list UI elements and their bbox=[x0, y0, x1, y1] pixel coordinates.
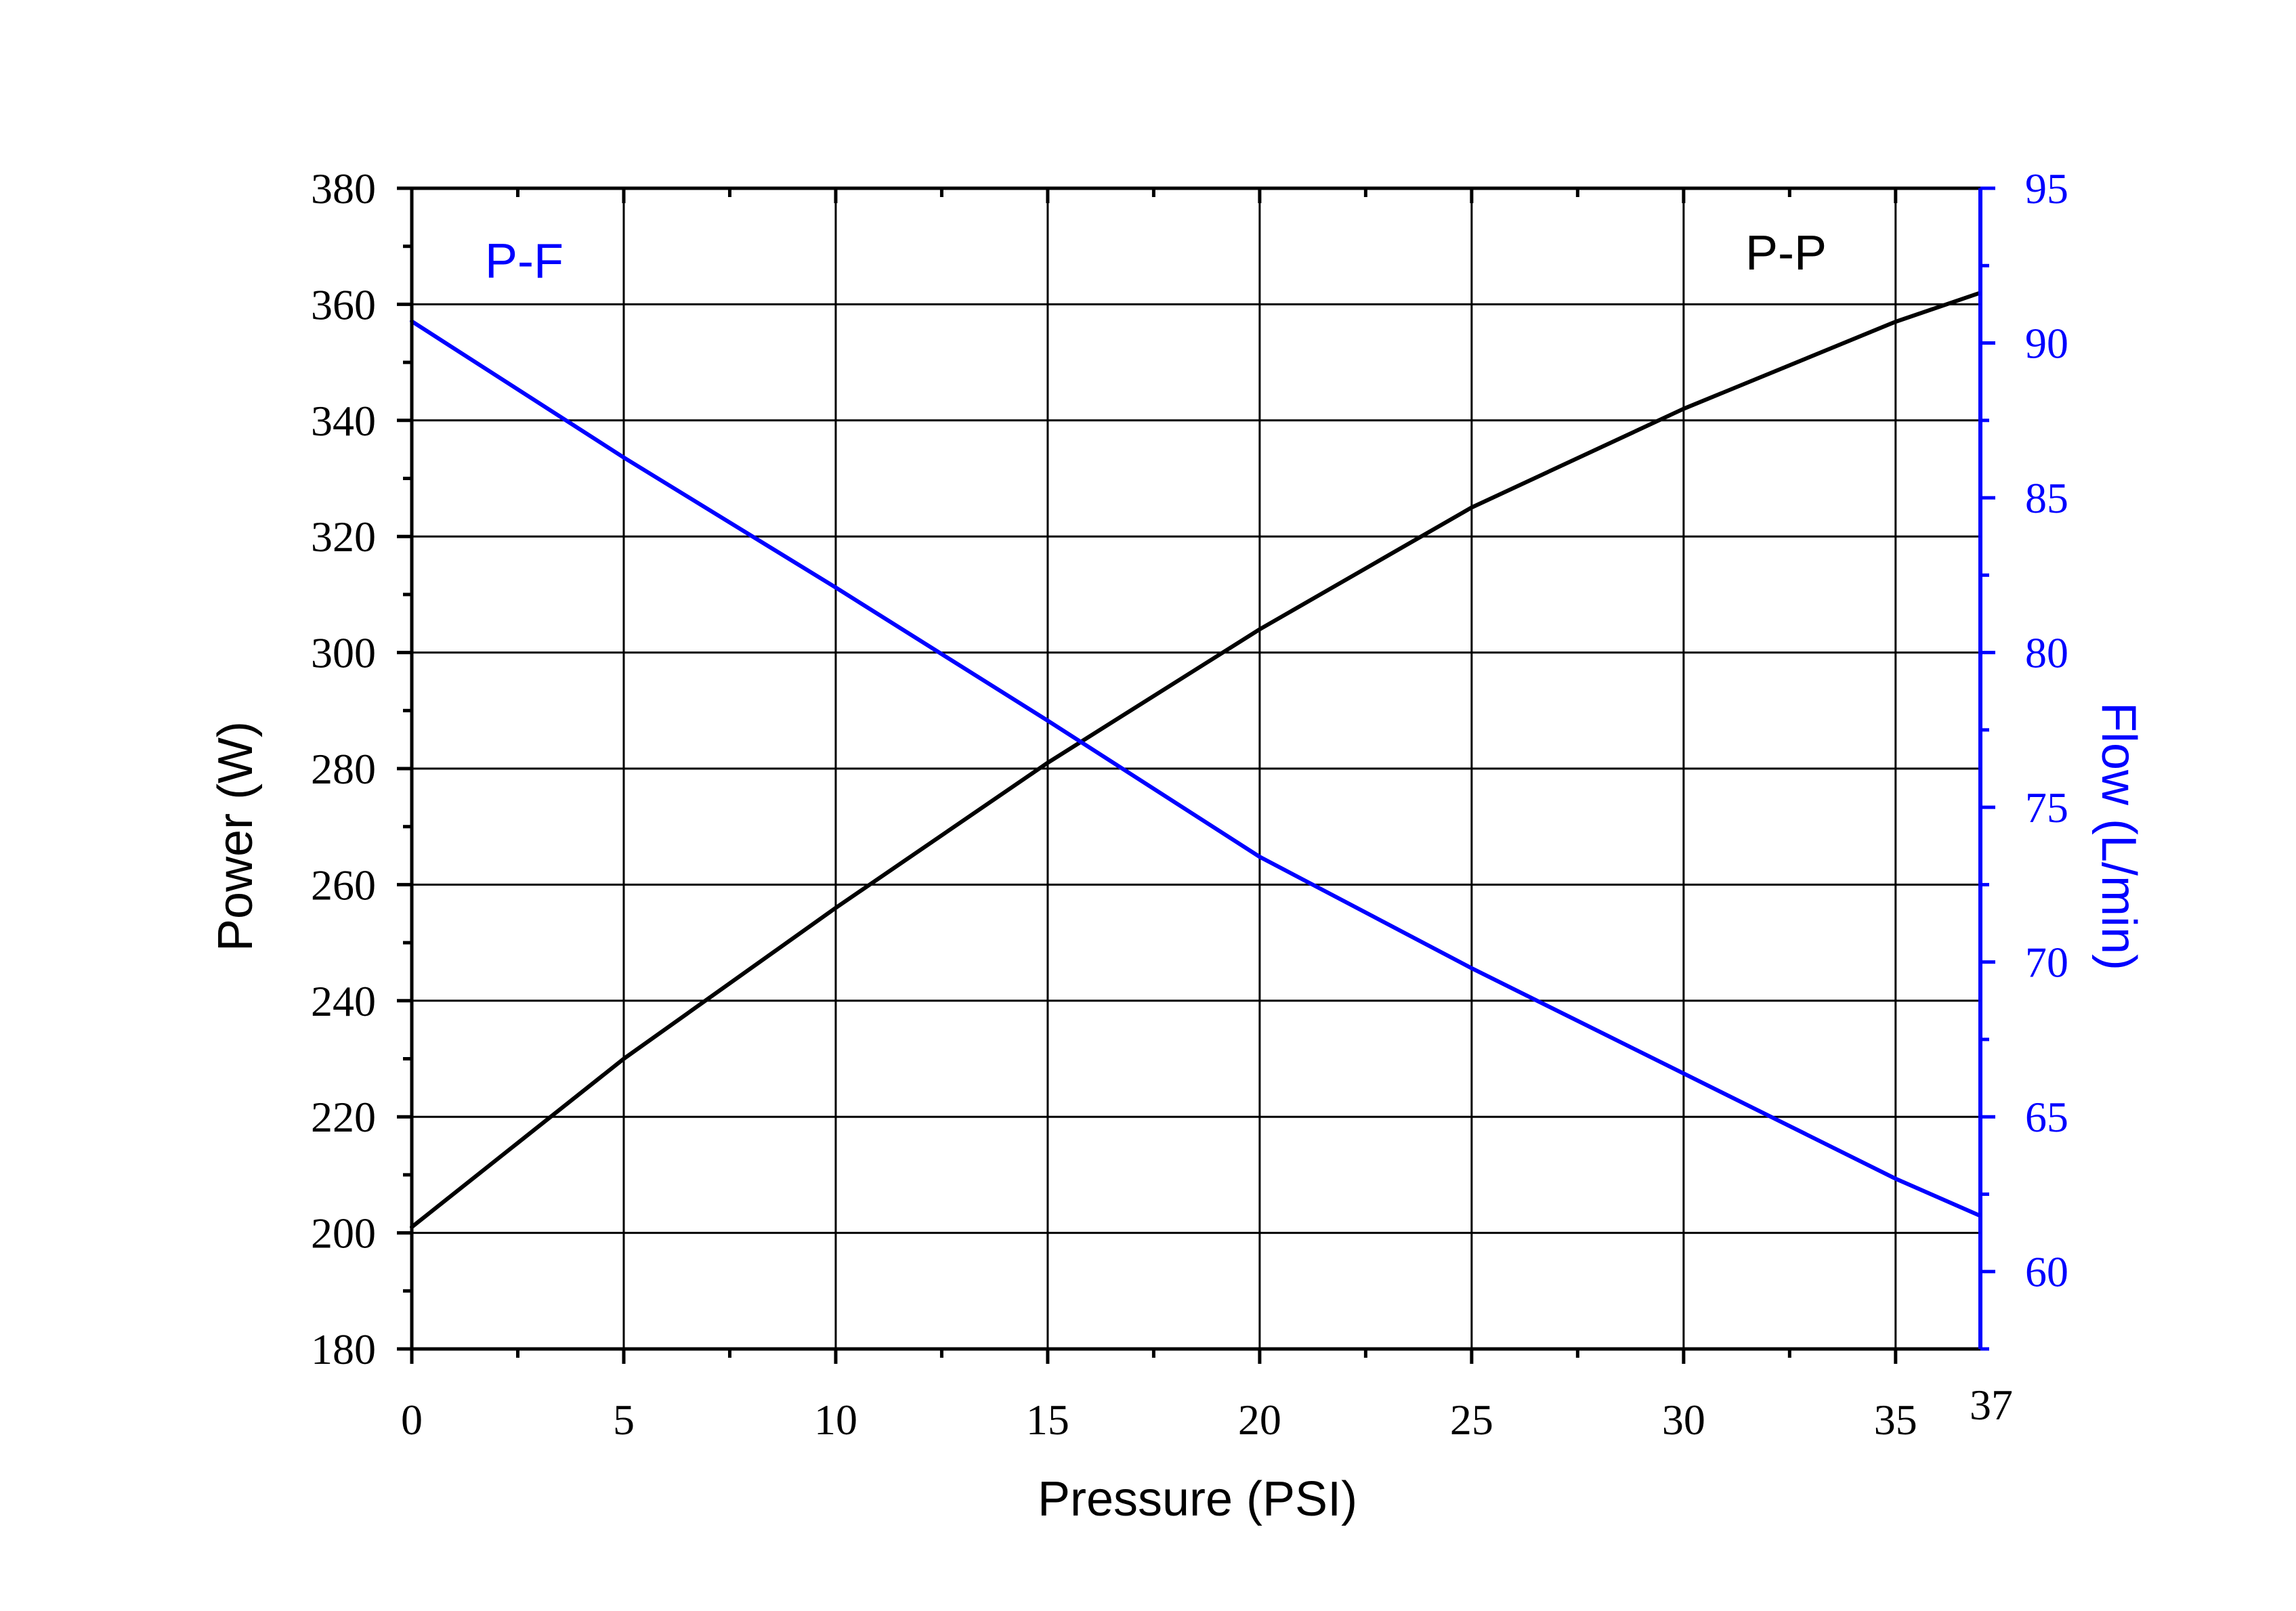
y-tick-label: 320 bbox=[311, 513, 376, 561]
x-tick-label: 25 bbox=[1450, 1396, 1493, 1444]
x-tick-label: 15 bbox=[1026, 1396, 1069, 1444]
series-lines bbox=[410, 291, 1982, 1229]
flow-series-line bbox=[410, 319, 1982, 1218]
right-y-axis-title: Flow (L/min) bbox=[2091, 702, 2146, 970]
y-tick-label: 200 bbox=[311, 1209, 376, 1258]
y-tick-label: 360 bbox=[311, 280, 376, 328]
y2-tick-label: 65 bbox=[2025, 1093, 2068, 1141]
y-tick-label: 260 bbox=[311, 861, 376, 909]
x-tick-label: 37 bbox=[1970, 1381, 2013, 1429]
flow-curve-label: P-F bbox=[485, 234, 564, 288]
y-tick-label: 220 bbox=[311, 1093, 376, 1141]
y2-tick-label: 60 bbox=[2025, 1248, 2068, 1296]
x-tick-label: 30 bbox=[1662, 1396, 1705, 1444]
power-curve-label: P-P bbox=[1745, 226, 1827, 280]
y-tick-label: 280 bbox=[311, 745, 376, 793]
x-tick-label: 5 bbox=[613, 1396, 635, 1444]
y-tick-label: 380 bbox=[311, 165, 376, 213]
axes bbox=[397, 186, 1995, 1364]
x-tick-label: 10 bbox=[814, 1396, 857, 1444]
y2-tick-label: 90 bbox=[2025, 320, 2068, 368]
y-tick-label: 300 bbox=[311, 629, 376, 677]
y2-tick-label: 75 bbox=[2025, 783, 2068, 832]
x-axis-title: Pressure (PSI) bbox=[1038, 1472, 1357, 1526]
y-tick-label: 240 bbox=[311, 977, 376, 1025]
tick-labels: 0 5 10 15 20 25 30 35 37 180 200 220 240 260 280 300 320… bbox=[311, 165, 2068, 1444]
x-tick-label: 0 bbox=[401, 1396, 423, 1444]
power-series-line bbox=[410, 291, 1982, 1229]
y-tick-label: 180 bbox=[311, 1325, 376, 1373]
x-tick-label: 35 bbox=[1874, 1396, 1917, 1444]
left-y-axis-title: Power (W) bbox=[209, 721, 263, 951]
y2-tick-label: 95 bbox=[2025, 165, 2068, 213]
x-tick-label: 20 bbox=[1238, 1396, 1281, 1444]
y2-tick-label: 70 bbox=[2025, 939, 2068, 987]
y2-tick-label: 80 bbox=[2025, 629, 2068, 677]
y-tick-label: 340 bbox=[311, 397, 376, 445]
grid bbox=[412, 188, 1980, 1349]
y2-tick-label: 85 bbox=[2025, 474, 2068, 522]
